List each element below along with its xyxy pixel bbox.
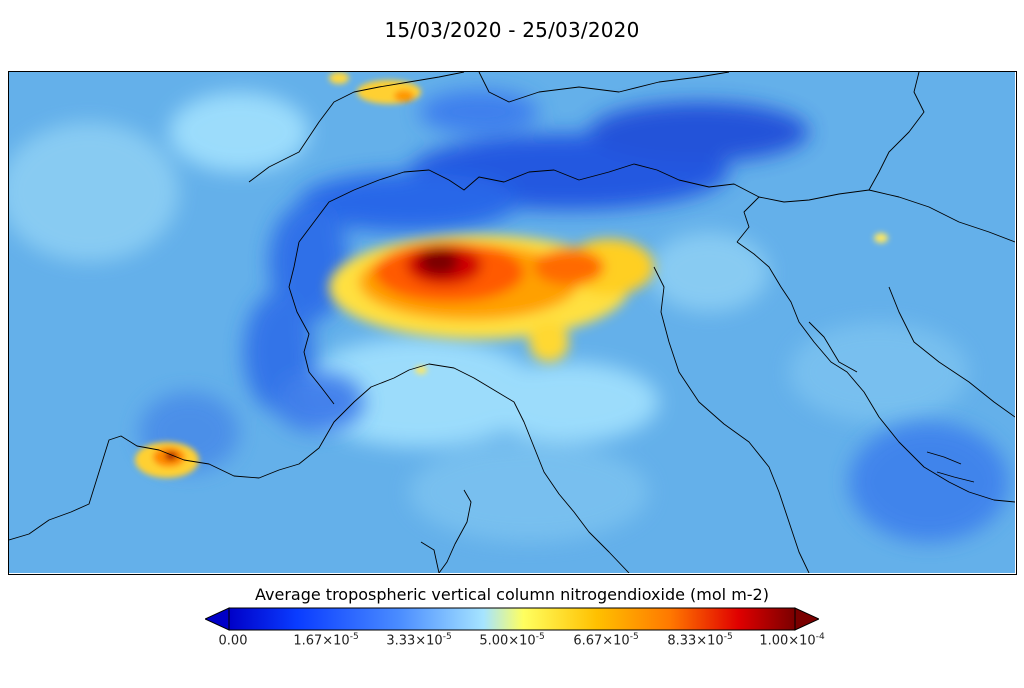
colorbar-tick-3: 5.00×10-5 — [479, 632, 545, 649]
high-value-plume — [329, 235, 654, 362]
colorbar-tick-0: 0.00 — [218, 633, 248, 649]
colorbar-tick-6: 1.00×10-4 — [759, 632, 825, 649]
colorbar-tick-4: 6.67×10-5 — [573, 632, 639, 649]
colorbar-gradient — [228, 607, 796, 631]
colorbar-label: Average tropospheric vertical column nit… — [255, 585, 769, 604]
light-regions — [9, 92, 969, 542]
low-value-regions — [139, 90, 1009, 542]
colorbar-tick-1: 1.67×10-5 — [293, 632, 359, 649]
colorbar-tick-5: 8.33×10-5 — [667, 632, 733, 649]
colorbar-extend-low — [203, 607, 230, 631]
colorbar-tick-2: 3.33×10-5 — [386, 632, 452, 649]
colorbar-extend-high — [794, 607, 821, 631]
coastlines-borders — [9, 72, 1015, 573]
colorbar — [203, 606, 821, 632]
map-title: 15/03/2020 - 25/03/2020 — [384, 18, 640, 42]
no2-map — [8, 71, 1017, 575]
